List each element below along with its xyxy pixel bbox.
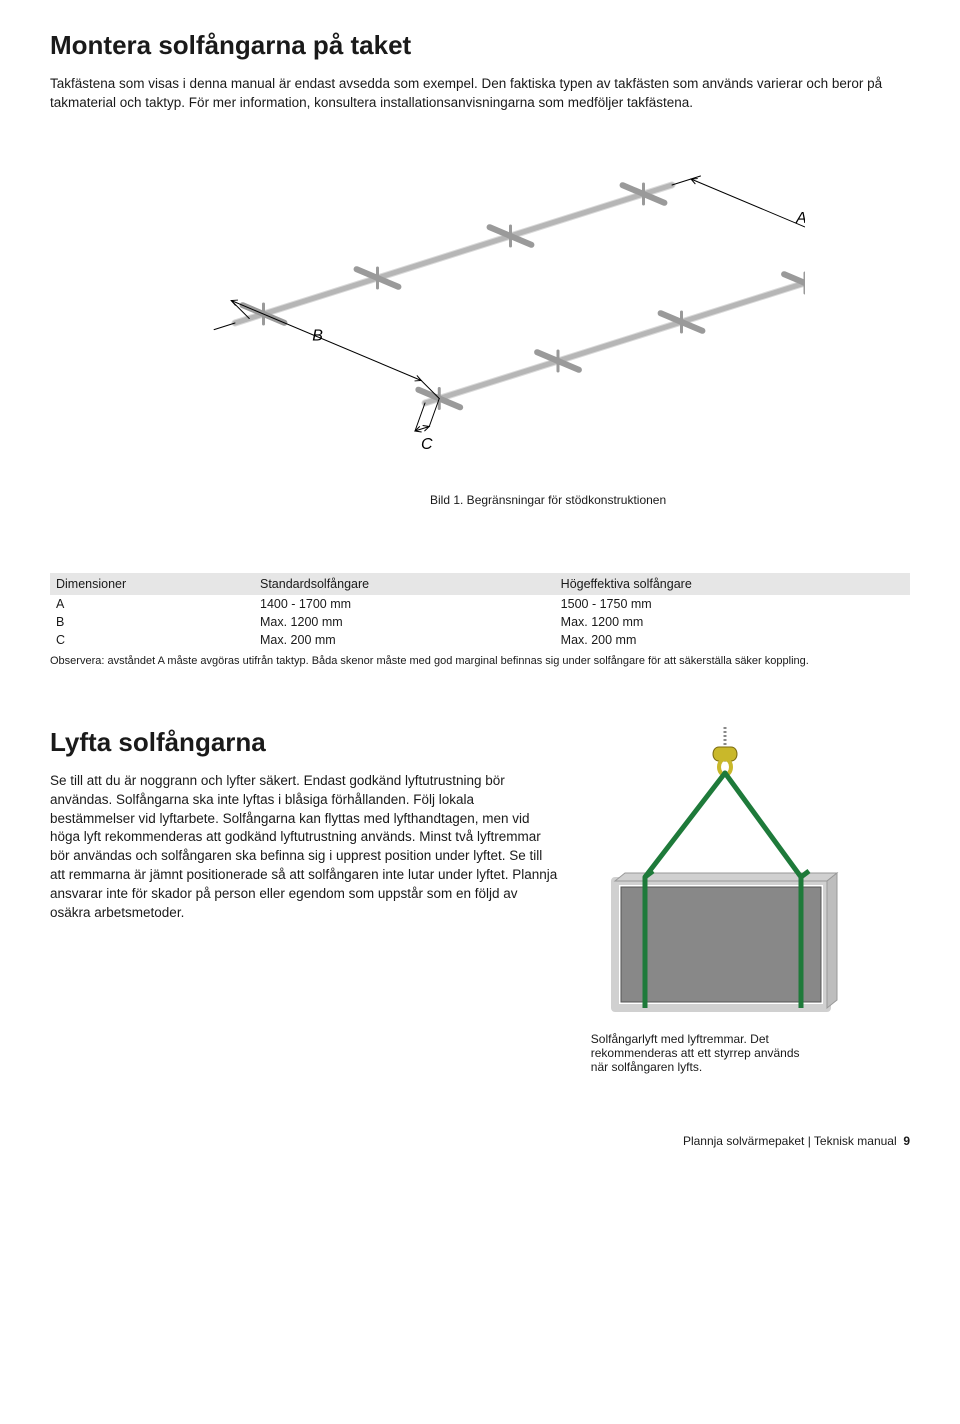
table-cell: Max. 200 mm: [555, 631, 910, 649]
table-cell: Max. 200 mm: [254, 631, 555, 649]
dimensions-table: Dimensioner Standardsolfångare Högeffekt…: [50, 573, 910, 649]
section1-title: Montera solfångarna på taket: [50, 30, 910, 61]
section2-title: Lyfta solfångarna: [50, 727, 561, 758]
svg-text:B: B: [312, 327, 323, 344]
th-dim: Dimensioner: [50, 573, 254, 595]
lift-figure: [591, 727, 851, 1017]
rail-figure: A B C Bild 1. Begränsningar för stödkonstr…: [50, 123, 910, 543]
table-cell: 1400 - 1700 mm: [254, 595, 555, 613]
table-cell: C: [50, 631, 254, 649]
table-cell: A: [50, 595, 254, 613]
svg-text:C: C: [421, 436, 433, 453]
section2-body: Se till att du är noggrann och lyfter sä…: [50, 772, 561, 923]
lift-caption: Solfångarlyft med lyftremmar. Det rekomm…: [591, 1032, 801, 1074]
th-std: Standardsolfångare: [254, 573, 555, 595]
footer-page: 9: [903, 1134, 910, 1148]
footer-text: Plannja solvärmepaket | Teknisk manual: [683, 1134, 897, 1148]
table-cell: Max. 1200 mm: [555, 613, 910, 631]
page-footer: Plannja solvärmepaket | Teknisk manual 9: [50, 1134, 910, 1148]
table-cell: B: [50, 613, 254, 631]
figure-caption: Bild 1. Begränsningar för stödkonstrukti…: [430, 493, 666, 507]
th-high: Högeffektiva solfångare: [555, 573, 910, 595]
table-cell: Max. 1200 mm: [254, 613, 555, 631]
table-cell: 1500 - 1750 mm: [555, 595, 910, 613]
table-note: Observera: avståndet A måste avgöras uti…: [50, 655, 910, 667]
svg-text:A: A: [795, 210, 805, 227]
section1-intro: Takfästena som visas i denna manual är e…: [50, 75, 910, 113]
